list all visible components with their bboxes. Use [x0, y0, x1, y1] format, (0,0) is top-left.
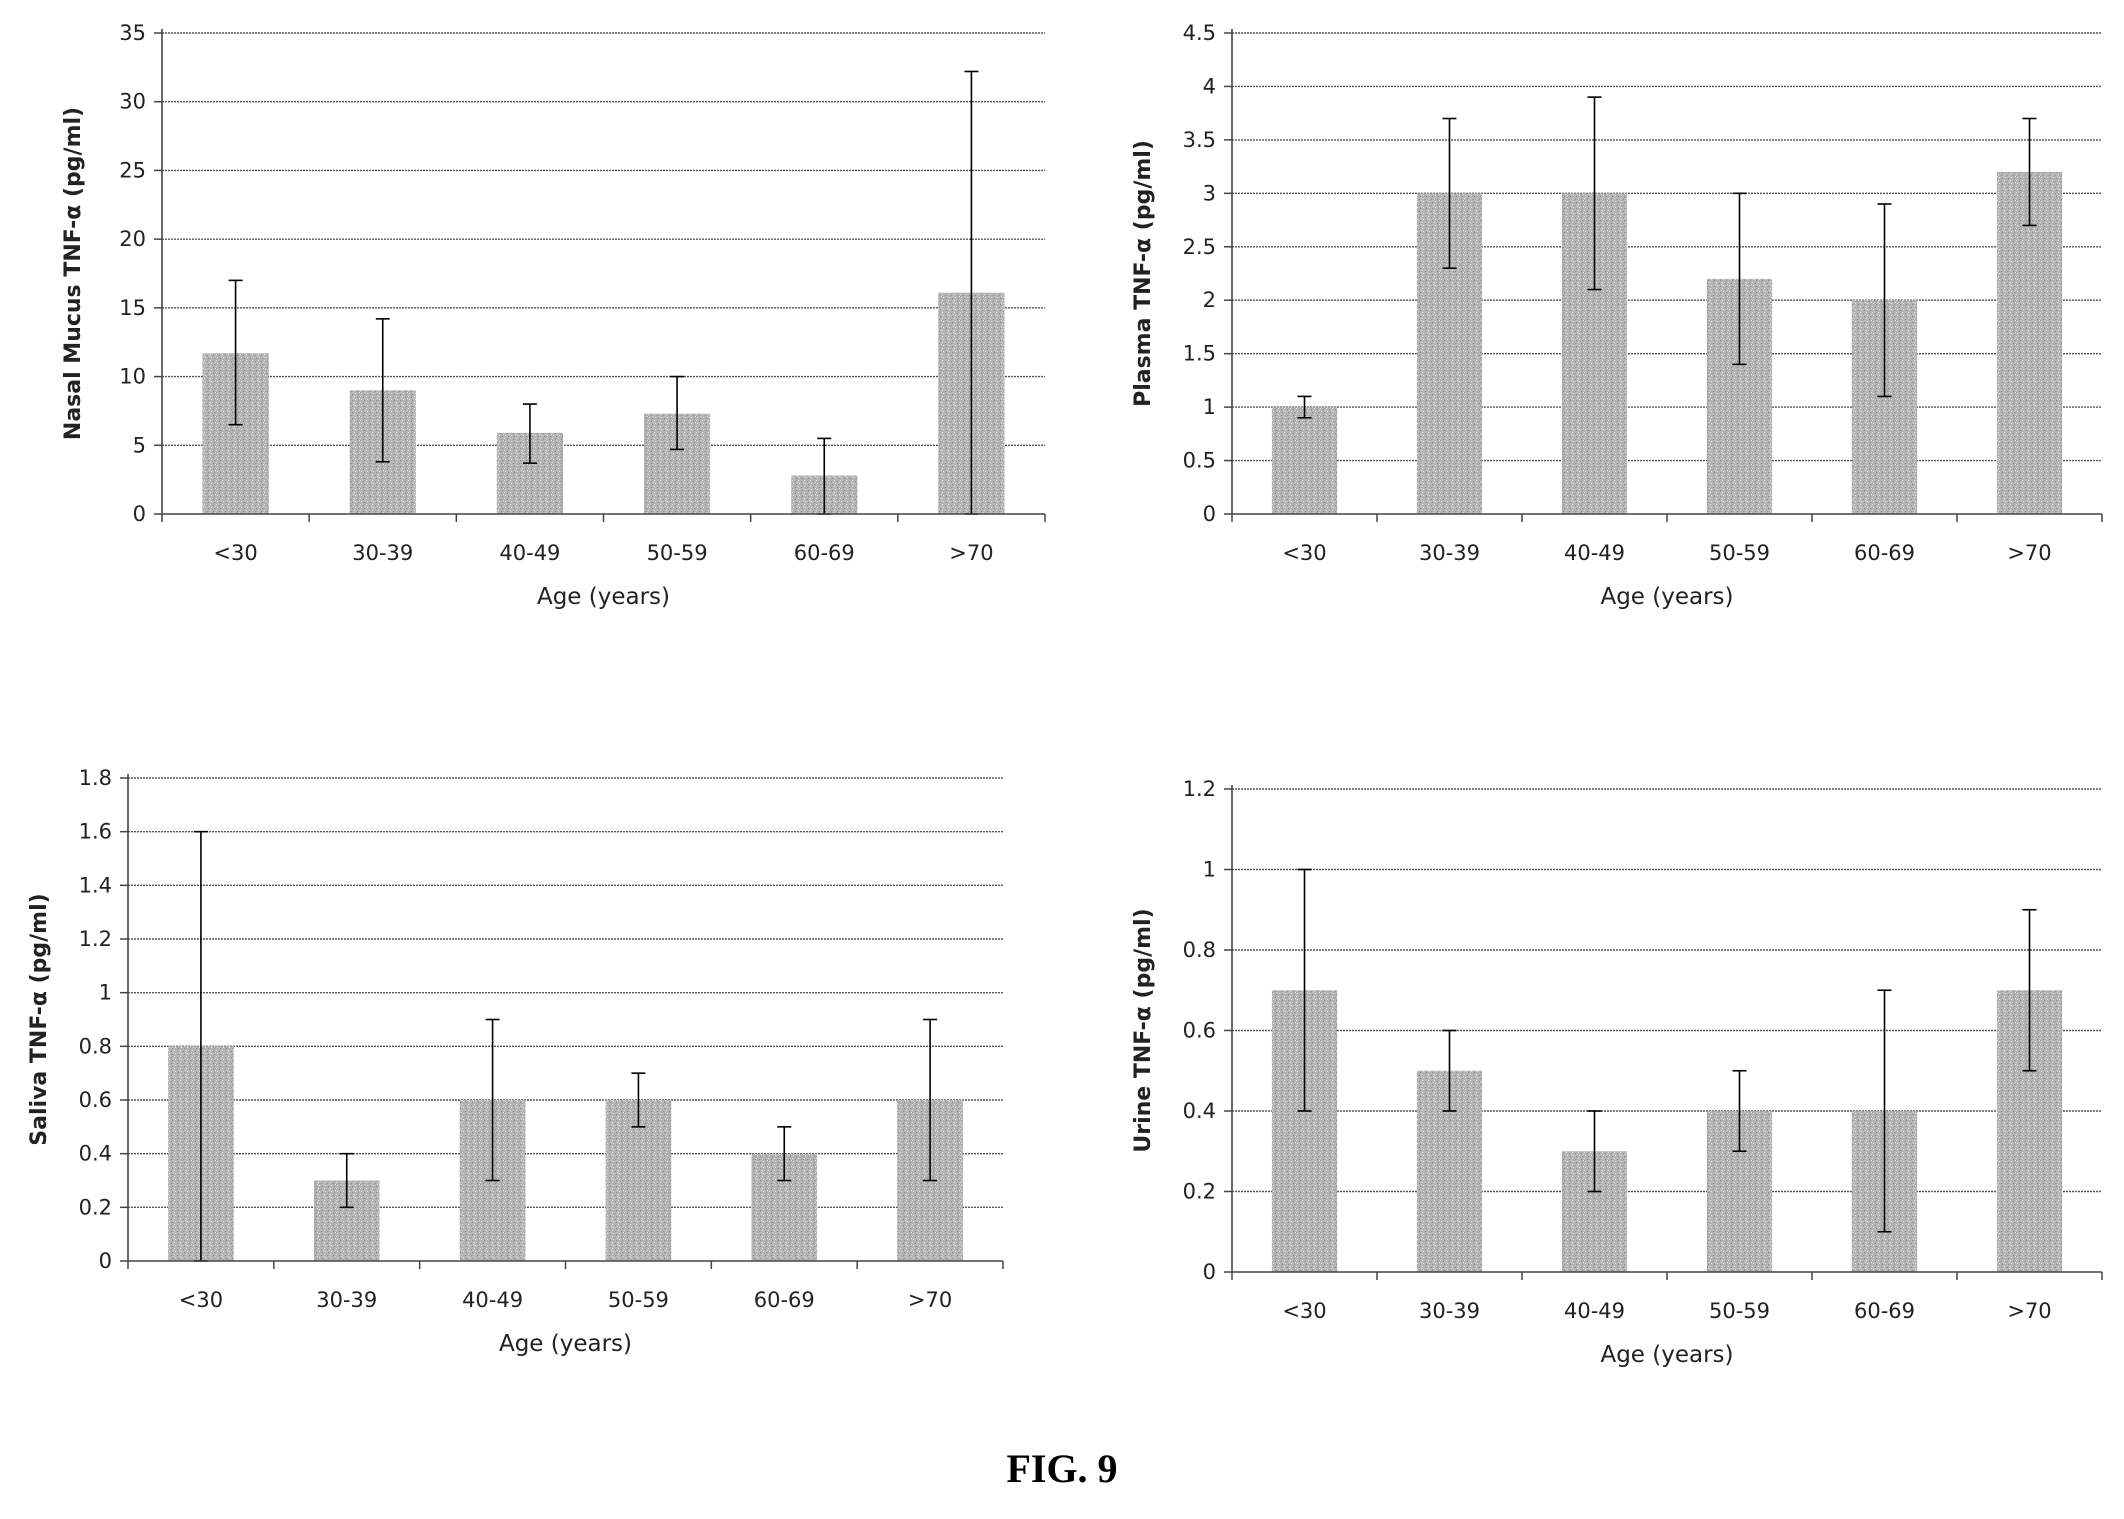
x-tick-label: <30 — [1282, 541, 1326, 565]
x-tick-label: <30 — [1282, 1299, 1326, 1323]
chart-4: 0 0.2 0.4 0.6 0.8 1 1.2 <30 30-39 40-49 50-59 60-69… — [1131, 777, 2103, 1368]
x-tick-label: 50-59 — [1709, 1299, 1770, 1323]
y-tick-label: 0.4 — [79, 1142, 112, 1166]
y-axis-title: Nasal Mucus TNF-α (pg/ml) — [61, 107, 86, 440]
y-axis-title: Urine TNF-α (pg/ml) — [1131, 908, 1156, 1152]
y-tick-label: 1 — [1203, 858, 1216, 882]
x-tick-label: 30-39 — [352, 541, 413, 565]
x-tick-label: <30 — [213, 541, 257, 565]
y-tick-label: 1.8 — [79, 766, 112, 790]
y-tick-label: 0 — [1203, 1260, 1216, 1284]
x-tick-label: >70 — [2007, 541, 2051, 565]
y-axis-title: Plasma TNF-α (pg/ml) — [1131, 140, 1156, 407]
x-axis-title: Age (years) — [537, 584, 670, 610]
y-tick-label: 0.2 — [79, 1195, 112, 1219]
chart-3: 0 0.2 0.4 0.6 0.8 1 1.2 1.4 1.6 1.8 <30 30-39 40-49 5… — [27, 766, 1004, 1357]
x-tick-label: 60-69 — [754, 1288, 815, 1312]
y-tick-label: 4 — [1203, 74, 1216, 98]
y-tick-label: 15 — [119, 296, 146, 320]
x-tick-label: 50-59 — [1709, 541, 1770, 565]
y-tick-label: 0.6 — [1183, 1019, 1216, 1043]
y-tick-label: 1 — [1203, 395, 1216, 419]
x-tick-label: 60-69 — [1854, 541, 1915, 565]
x-tick-label: <30 — [179, 1288, 223, 1312]
y-tick-label: 0.4 — [1183, 1099, 1216, 1123]
y-tick-label: 0 — [133, 502, 146, 526]
y-tick-label: 25 — [119, 158, 146, 182]
y-tick-label: 20 — [119, 227, 146, 251]
y-tick-label: 10 — [119, 365, 146, 389]
x-tick-label: 30-39 — [316, 1288, 377, 1312]
chart-1: 0 5 10 15 20 25 30 35 <30 30-39 40-49 50-59 60-69 >70… — [61, 21, 1046, 610]
y-tick-label: 0.8 — [79, 1034, 112, 1058]
y-tick-label: 2 — [1203, 288, 1216, 312]
x-tick-label: >70 — [908, 1288, 952, 1312]
bar->70 — [1996, 171, 2063, 514]
figure-label: FIG. 9 — [1006, 1446, 1117, 1491]
x-tick-label: 50-59 — [608, 1288, 669, 1312]
y-tick-label: 1.6 — [79, 820, 112, 844]
x-tick-label: 60-69 — [1854, 1299, 1915, 1323]
y-tick-label: 30 — [119, 90, 146, 114]
x-axis-title: Age (years) — [1600, 1342, 1733, 1368]
y-tick-label: 1.2 — [79, 927, 112, 951]
x-tick-label: 30-39 — [1419, 1299, 1480, 1323]
y-tick-label: 3.5 — [1183, 128, 1216, 152]
y-tick-label: 35 — [119, 21, 146, 45]
x-tick-label: 40-49 — [1564, 541, 1625, 565]
y-tick-label: 5 — [133, 433, 146, 457]
y-tick-label: 0 — [1203, 502, 1216, 526]
y-tick-label: 1.4 — [79, 873, 112, 897]
x-axis-title: Age (years) — [499, 1331, 632, 1357]
y-tick-label: 1.5 — [1183, 342, 1216, 366]
y-axis-title: Saliva TNF-α (pg/ml) — [27, 893, 52, 1145]
x-tick-label: 30-39 — [1419, 541, 1480, 565]
y-tick-label: 4.5 — [1183, 21, 1216, 45]
y-tick-label: 0 — [99, 1249, 112, 1273]
y-tick-label: 0.2 — [1183, 1180, 1216, 1204]
y-tick-label: 0.5 — [1183, 449, 1216, 473]
x-tick-label: 50-59 — [647, 541, 708, 565]
y-tick-label: 0.6 — [79, 1088, 112, 1112]
x-tick-label: 40-49 — [499, 541, 560, 565]
x-axis-title: Age (years) — [1600, 584, 1733, 610]
x-tick-label: >70 — [2007, 1299, 2051, 1323]
x-tick-label: 40-49 — [1564, 1299, 1625, 1323]
x-tick-label: >70 — [949, 541, 993, 565]
bar-<30 — [1271, 407, 1338, 514]
y-tick-label: 1.2 — [1183, 777, 1216, 801]
y-tick-label: 2.5 — [1183, 235, 1216, 259]
y-tick-label: 1 — [99, 981, 112, 1005]
y-tick-label: 3 — [1203, 181, 1216, 205]
y-tick-label: 0.8 — [1183, 938, 1216, 962]
chart-2: 0 0.5 1 1.5 2 2.5 3 3.5 4 4.5 <30 30-39 40-49 50-59 60… — [1131, 21, 2103, 610]
x-tick-label: 40-49 — [462, 1288, 523, 1312]
x-tick-label: 60-69 — [794, 541, 855, 565]
